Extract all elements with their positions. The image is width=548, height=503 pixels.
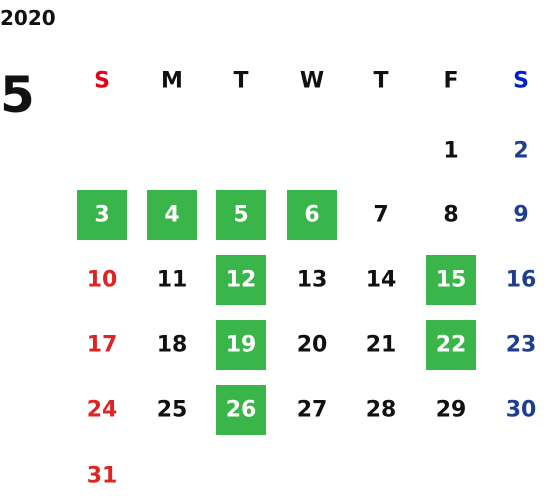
highlight-box (216, 190, 266, 240)
day-number: 6 (304, 203, 319, 228)
day-number: 23 (506, 333, 537, 358)
day-number: 8 (443, 203, 458, 228)
day-number: 10 (87, 268, 118, 293)
day-number: 15 (436, 268, 467, 293)
month: 5 (0, 66, 35, 124)
highlight-box (77, 190, 127, 240)
day-number: 11 (157, 268, 188, 293)
day-number: 16 (506, 268, 537, 293)
day-number: 24 (87, 398, 118, 423)
highlight-box (216, 385, 266, 435)
weekday-label: M (161, 69, 183, 94)
day-number: 26 (226, 398, 257, 423)
day-number: 2 (513, 139, 528, 164)
weekday-label: F (443, 69, 458, 94)
highlight-box (426, 255, 476, 305)
day-number: 31 (87, 464, 118, 489)
day-number: 20 (297, 333, 328, 358)
highlight-box (216, 255, 266, 305)
day-number: 21 (366, 333, 397, 358)
day-number: 14 (366, 268, 397, 293)
weekday-label: S (513, 69, 529, 94)
day-number: 1 (443, 139, 458, 164)
day-number: 27 (297, 398, 328, 423)
day-number: 17 (87, 333, 118, 358)
weekday-label: T (373, 69, 388, 94)
day-number: 3 (94, 203, 109, 228)
weekday-label: W (300, 69, 324, 94)
day-number: 19 (226, 333, 257, 358)
day-number: 22 (436, 333, 467, 358)
day-number: 25 (157, 398, 188, 423)
day-number: 5 (233, 203, 248, 228)
day-number: 29 (436, 398, 467, 423)
day-number: 9 (513, 203, 528, 228)
weekday-label: T (233, 69, 248, 94)
highlight-box (216, 320, 266, 370)
highlight-box (426, 320, 476, 370)
day-number: 12 (226, 268, 257, 293)
day-number: 18 (157, 333, 188, 358)
day-number: 30 (506, 398, 537, 423)
day-number: 13 (297, 268, 328, 293)
day-number: 4 (164, 203, 179, 228)
day-number: 28 (366, 398, 397, 423)
weekday-label: S (94, 69, 110, 94)
highlight-box (147, 190, 197, 240)
year: 2020 (0, 6, 56, 30)
highlight-box (287, 190, 337, 240)
day-number: 7 (373, 203, 388, 228)
